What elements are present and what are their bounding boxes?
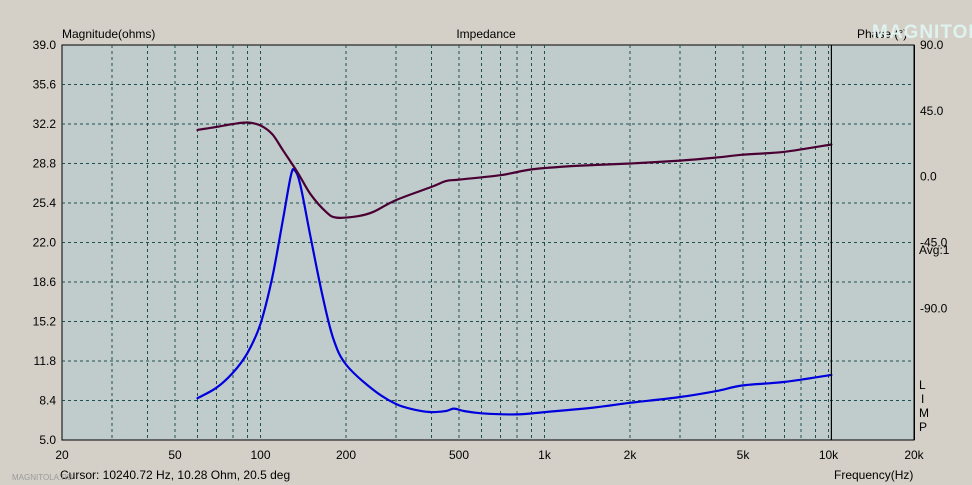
x-tick-label: 500 xyxy=(449,448,469,462)
series-line-magnitude xyxy=(196,168,833,416)
y-left-tick-label: 18.6 xyxy=(33,275,57,289)
y-right-tick-label: -45.0 xyxy=(920,236,948,250)
y-right-axis-label: Phase (°) xyxy=(857,27,907,41)
y-right-tick-label: 0.0 xyxy=(920,170,937,184)
x-tick-label: 20k xyxy=(904,448,924,462)
watermark-footer: MAGNITOLA.RU xyxy=(12,473,73,482)
x-tick-label: 10k xyxy=(819,448,839,462)
y-left-axis-label: Magnitude(ohms) xyxy=(62,27,155,41)
limp-letter-i: I xyxy=(921,392,924,406)
y-left-tick-label: 39.0 xyxy=(33,38,57,52)
y-left-tick-label: 22.0 xyxy=(33,236,57,250)
y-left-tick-label: 15.2 xyxy=(33,315,57,329)
limp-letter-p: P xyxy=(919,420,927,434)
x-tick-label: 1k xyxy=(538,448,552,462)
limp-letter-l: L xyxy=(919,378,926,392)
y-left-tick-label: 11.8 xyxy=(34,354,57,368)
y-left-tick-label: 5.0 xyxy=(39,433,56,447)
x-tick-labels: 20 50 100 200 500 1k 2k 5k 10k 20k xyxy=(55,448,924,462)
y-left-tick-label: 28.8 xyxy=(33,157,57,171)
y-right-tick-label: -90.0 xyxy=(920,301,948,315)
y-left-tick-label: 32.2 xyxy=(33,117,57,131)
avg-label: Avg:1 xyxy=(919,243,950,257)
series-group xyxy=(196,121,833,416)
y-right-tick-labels: 90.0 45.0 0.0 -45.0 -90.0 xyxy=(920,38,948,315)
cursor-readout: Cursor: 10240.72 Hz, 10.28 Ohm, 20.5 deg xyxy=(60,468,290,482)
chart-title: Impedance xyxy=(456,27,516,41)
y-right-tick-label: 45.0 xyxy=(920,104,944,118)
x-tick-label: 200 xyxy=(336,448,356,462)
plot-right-frame xyxy=(914,45,915,440)
y-left-tick-label: 25.4 xyxy=(33,196,57,210)
y-left-tick-label: 35.6 xyxy=(33,78,57,92)
x-tick-label: 2k xyxy=(624,448,638,462)
grid xyxy=(62,45,914,440)
series-line-phase xyxy=(196,121,833,219)
y-right-tick-label: 90.0 xyxy=(920,38,944,52)
x-axis-label: Frequency(Hz) xyxy=(834,468,913,482)
y-left-tick-labels: 5.0 8.4 11.8 15.2 18.6 22.0 25.4 28.8 32.2 35.6 39… xyxy=(33,38,57,447)
x-tick-label: 20 xyxy=(55,448,69,462)
y-left-tick-label: 8.4 xyxy=(39,394,56,408)
x-tick-label: 100 xyxy=(250,448,270,462)
x-tick-label: 5k xyxy=(737,448,751,462)
x-tick-label: 50 xyxy=(168,448,182,462)
watermark-logo: MAGNITOLA xyxy=(872,22,972,43)
limp-letter-m: M xyxy=(919,406,929,420)
